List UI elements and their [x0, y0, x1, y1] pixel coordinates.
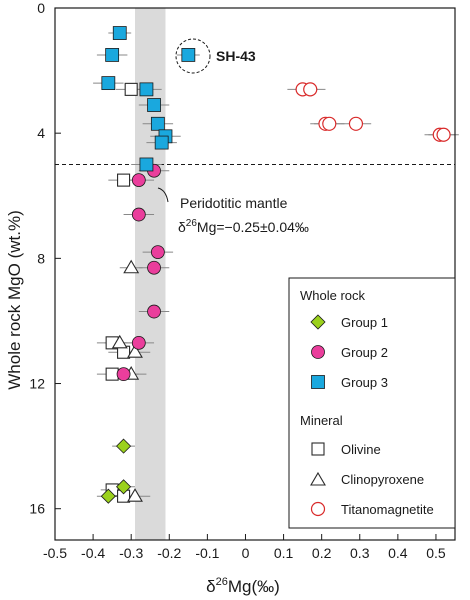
- group-2-point: [116, 367, 131, 382]
- legend-whole-rock-title: Whole rock: [300, 288, 366, 303]
- olivine-point: [105, 367, 119, 381]
- legend-clinopyroxene-label: Clinopyroxene: [341, 472, 424, 487]
- x-tick-label: -0.5: [43, 545, 67, 561]
- titanomagnetite-point: [436, 127, 451, 142]
- group-2-point: [131, 207, 146, 222]
- group-2-point: [147, 260, 161, 275]
- group-2-point: [150, 245, 165, 259]
- legend-group2-marker: [311, 345, 325, 359]
- x-tick-label: 0.2: [312, 545, 332, 561]
- axes-layer: -0.5 -0.4 -0.3 -0.2 -0.1 0 0.1 0.2 0.3 0.4 0.5 0 4 8 1…: [29, 0, 456, 561]
- mantle-band-layer: [135, 8, 166, 540]
- x-tick-label: 0.1: [274, 545, 294, 561]
- olivine-point: [117, 173, 131, 187]
- y-tick-label: 0: [37, 0, 45, 16]
- legend: Whole rock Group 1 Group 2 Group 3 Miner…: [288, 277, 456, 529]
- y-tick-label: 16: [29, 501, 45, 517]
- x-tick-label: 0: [242, 545, 250, 561]
- group-3-point: [147, 98, 161, 112]
- group-1-point: [116, 438, 132, 454]
- y-tick-label: 4: [37, 125, 45, 141]
- x-tick-label: 0.5: [426, 545, 446, 561]
- sample-highlight-ring: [175, 38, 211, 74]
- mantle-band: [135, 8, 166, 540]
- clinopyroxene-point: [111, 334, 128, 349]
- x-axis-title: δ26Mg(‰): [206, 576, 280, 596]
- group-3-point: [105, 48, 120, 62]
- group-2-point: [131, 335, 146, 350]
- group-3-point: [150, 116, 165, 131]
- group-3-point: [101, 76, 116, 91]
- sample-label: SH-43: [216, 48, 256, 64]
- legend-clinopyroxene-marker: [310, 471, 326, 486]
- mantle-annotation: Peridotitic mantle δ26Mg=−0.25±0.04‰: [157, 187, 309, 235]
- group-1-point: [116, 479, 132, 495]
- clinopyroxene-point: [127, 344, 143, 358]
- mantle-value: δ26Mg=−0.25±0.04‰: [178, 218, 309, 235]
- olivine-point: [124, 82, 138, 96]
- group-3-point: [112, 26, 127, 40]
- y-axis-title: Whole rock MgO (wt.%): [5, 210, 24, 389]
- sample-annotation: SH-43: [175, 38, 256, 74]
- clinopyroxene-point: [123, 259, 140, 274]
- x-tick-label: -0.3: [119, 545, 143, 561]
- group-2-point: [131, 173, 146, 188]
- legend-group2-label: Group 2: [341, 345, 388, 360]
- y-tick-label: 8: [37, 250, 45, 266]
- mantle-label: Peridotitic mantle: [180, 195, 288, 211]
- y-tick-label: 12: [29, 376, 45, 392]
- clinopyroxene-point: [127, 488, 143, 502]
- group-3-point: [181, 48, 196, 62]
- x-tick-label: -0.4: [81, 545, 105, 561]
- group-2-point: [147, 304, 161, 319]
- legend-group3-marker: [311, 375, 325, 389]
- group-3-point: [154, 135, 169, 150]
- titanomagnetite-point: [322, 116, 337, 131]
- legend-group3-label: Group 3: [341, 375, 388, 390]
- legend-group1-marker: [310, 314, 326, 330]
- mantle-leader-line: [157, 187, 169, 203]
- legend-mineral-title: Mineral: [300, 413, 343, 428]
- data-points-layer: [100, 26, 451, 504]
- legend-titanomagnetite-label: Titanomagnetite: [341, 502, 434, 517]
- legend-titanomagnetite-marker: [310, 501, 326, 517]
- group-1-point: [100, 488, 116, 504]
- x-tick-label: -0.2: [157, 545, 181, 561]
- x-tick-label: 0.3: [350, 545, 370, 561]
- x-tick-label: -0.1: [195, 545, 219, 561]
- legend-group1-label: Group 1: [341, 315, 388, 330]
- group-3-point: [139, 157, 154, 172]
- legend-olivine-marker: [311, 442, 325, 456]
- titanomagnetite-point: [303, 82, 318, 97]
- x-tick-label: 0.4: [388, 545, 408, 561]
- group-3-point: [139, 82, 154, 97]
- titanomagnetite-point: [348, 116, 364, 131]
- plot-frame: [54, 7, 456, 541]
- legend-olivine-label: Olivine: [341, 442, 381, 457]
